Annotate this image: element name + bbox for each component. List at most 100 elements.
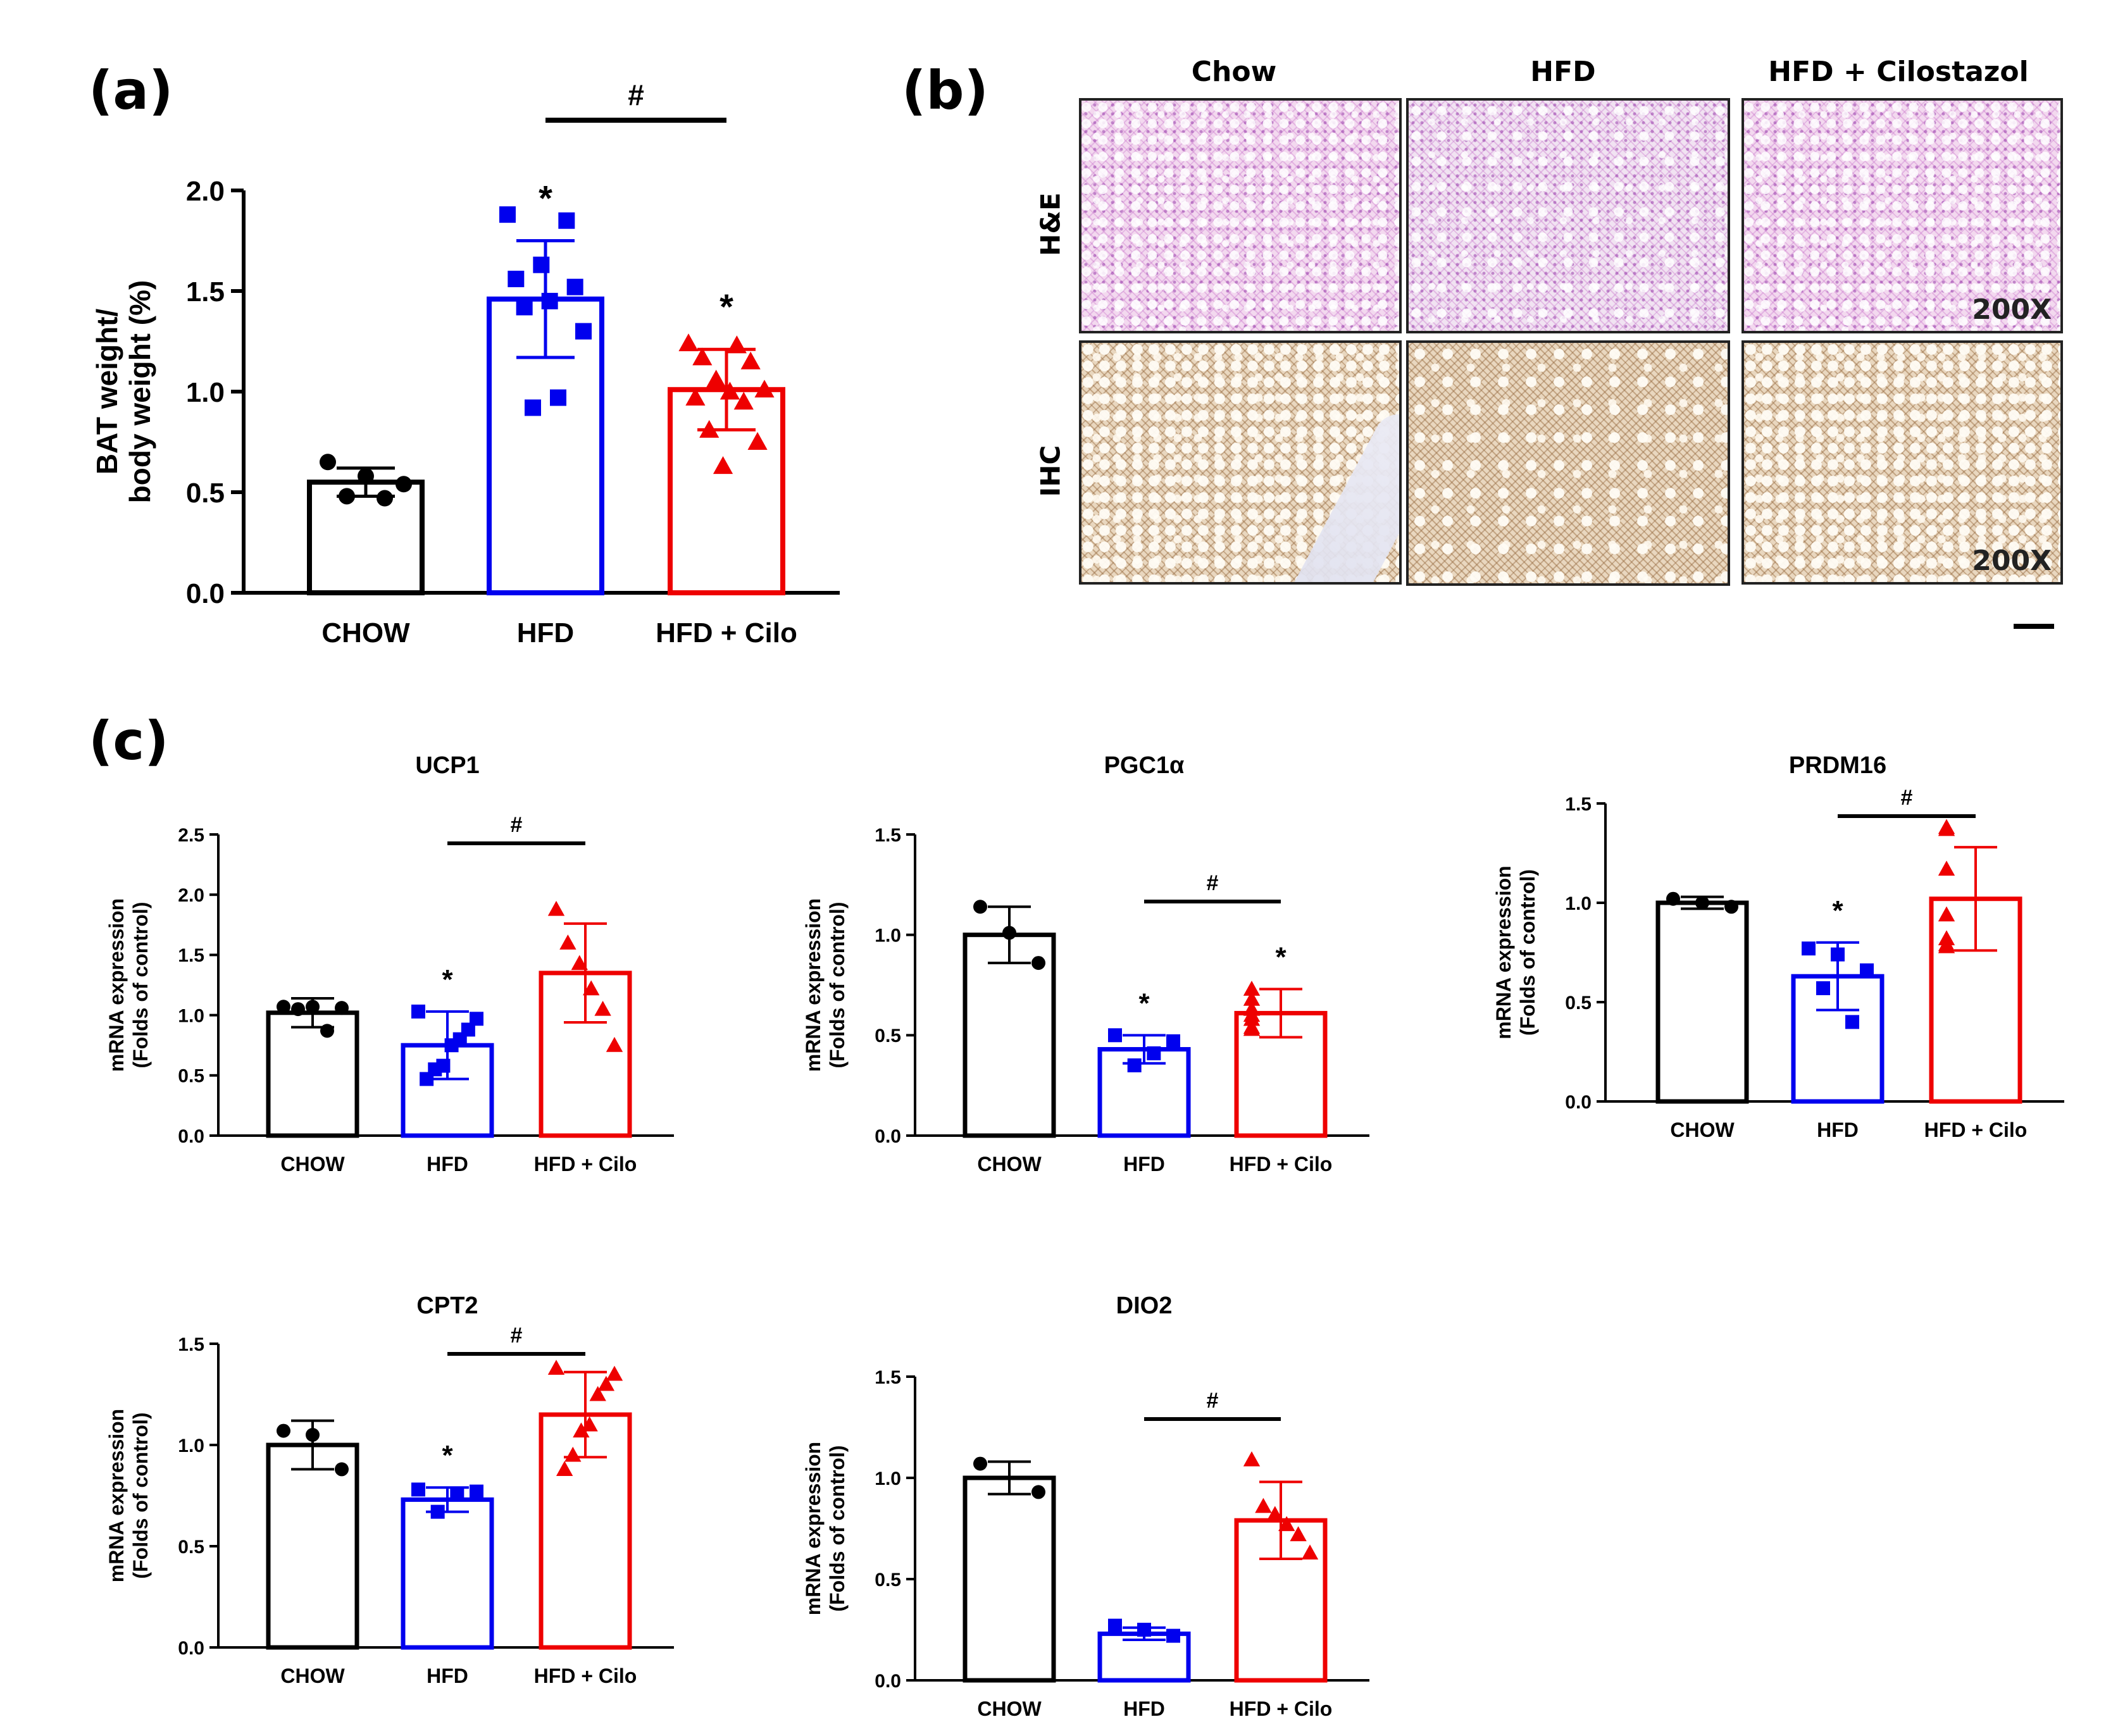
data-point: [533, 256, 550, 273]
data-point: [597, 1375, 615, 1391]
category-label: HFD + Cilo: [1230, 1697, 1333, 1720]
y-axis-label-line: (Folds of control): [826, 1445, 849, 1611]
significance-star: *: [1138, 988, 1150, 1019]
data-point: [306, 1428, 320, 1442]
data-point: [1243, 991, 1261, 1006]
data-point: [973, 900, 987, 914]
data-point: [499, 206, 516, 223]
category-label: HFD: [427, 1665, 468, 1687]
y-tick-label: 0.5: [178, 1066, 204, 1087]
data-point: [358, 468, 374, 485]
category-label: CHOW: [977, 1153, 1042, 1175]
y-tick-label: 1.0: [875, 1468, 901, 1489]
data-point: [558, 212, 575, 229]
data-point: [525, 399, 541, 416]
comparison-hash: #: [628, 78, 644, 111]
data-point: [1255, 1497, 1272, 1513]
data-point: [430, 1504, 445, 1519]
significance-star: *: [1275, 941, 1287, 972]
comparison-hash: #: [1207, 1389, 1219, 1413]
data-point: [583, 980, 600, 996]
significance-star: *: [1832, 895, 1843, 926]
data-point: [1816, 981, 1830, 996]
chart-cpt2: CPT2 0.0 0.5 1.0 1.5 mRNA expression(Folds of…: [105, 1293, 674, 1687]
data-point: [1127, 1058, 1142, 1072]
data-point: [1147, 1046, 1161, 1060]
y-axis-label: mRNA expression(Folds of control): [1492, 865, 1539, 1039]
y-axis-label: mRNA expression(Folds of control): [105, 1409, 152, 1582]
bar-chow: [963, 1475, 1056, 1683]
ihc-hfd-cilostazol-micrograph: 200X: [1742, 340, 2063, 585]
data-point: [1031, 1485, 1045, 1499]
significance-star: *: [720, 287, 733, 326]
comparison-hash: #: [511, 813, 523, 837]
data-point: [678, 333, 699, 352]
chart-title: PRDM16: [1789, 752, 1886, 779]
data-point: [740, 351, 761, 369]
y-axis-label-line: (Folds of control): [129, 1412, 152, 1578]
data-point: [550, 389, 566, 406]
category-label: HFD: [1123, 1153, 1165, 1175]
y-tick-label: 0.0: [178, 1126, 204, 1147]
data-point: [1137, 1623, 1151, 1637]
data-point: [291, 1002, 305, 1017]
data-point: [411, 1482, 425, 1497]
bar-chow: [307, 480, 425, 595]
y-axis-label-line: body weight (%): [123, 280, 156, 504]
magnification-label: 200X: [1972, 545, 2052, 577]
data-point: [320, 1024, 334, 1038]
significance-star: *: [442, 1440, 453, 1471]
y-tick-label: 1.5: [178, 1334, 204, 1355]
y-tick-label: 1.0: [178, 1435, 204, 1456]
y-axis-label-line: (Folds of control): [826, 902, 849, 1068]
data-point: [335, 1462, 349, 1477]
data-point: [1938, 860, 1955, 876]
bar-hfd: [401, 1497, 494, 1650]
data-point: [1860, 963, 1874, 977]
category-label: HFD: [427, 1153, 468, 1175]
data-point: [754, 380, 775, 398]
category-label: HFD + Cilo: [656, 617, 797, 648]
data-point: [692, 347, 713, 366]
y-tick-label: 0.5: [1565, 993, 1592, 1014]
data-point: [573, 1422, 590, 1438]
data-point: [713, 456, 733, 474]
chart-bat: 0.0 0.5 1.0 1.5 2.0 BAT weight/body weight (%…: [90, 78, 840, 648]
connective-tissue-streak: [1263, 405, 1399, 582]
category-label: CHOW: [977, 1697, 1042, 1720]
chart-title: PGC1α: [1104, 752, 1185, 779]
y-tick-label: 0.0: [875, 1671, 901, 1692]
data-point: [606, 1365, 623, 1381]
data-point: [1938, 821, 1955, 836]
y-axis-label-line: BAT weight/: [90, 309, 123, 475]
data-point: [470, 1012, 483, 1026]
data-point: [306, 1000, 320, 1014]
category-label: CHOW: [321, 617, 410, 648]
y-tick-label: 2.0: [178, 885, 204, 906]
data-point: [1166, 1034, 1180, 1048]
y-tick-label: 1.0: [1565, 893, 1592, 914]
he-chow-micrograph: [1079, 98, 1402, 333]
data-point: [685, 387, 706, 406]
y-axis-label-line: (Folds of control): [1516, 869, 1539, 1036]
data-point: [747, 431, 768, 450]
data-point: [1266, 1506, 1283, 1522]
data-point: [277, 1423, 290, 1438]
y-tick-label: 1.0: [875, 925, 901, 946]
bar-chow: [266, 1010, 359, 1138]
y-axis-label-line: mRNA expression: [105, 1409, 128, 1582]
data-point: [1002, 926, 1016, 940]
data-point: [516, 299, 533, 316]
panel-label-c: (c): [89, 710, 169, 772]
row-label-ihc: IHC: [1035, 445, 1066, 497]
data-point: [556, 1461, 573, 1476]
y-axis-label: mRNA expression(Folds of control): [802, 898, 849, 1072]
data-point: [973, 1456, 987, 1471]
data-point: [450, 1486, 464, 1501]
comparison-hash: #: [511, 1324, 523, 1348]
bar-chow: [1655, 900, 1749, 1104]
data-point: [1301, 1544, 1319, 1559]
y-tick-label: 1.5: [875, 825, 901, 846]
chart-ucp1: UCP1 0.0 0.5 1.0 1.5 2.0 2.5 mRNA expression(Fo…: [105, 752, 674, 1175]
